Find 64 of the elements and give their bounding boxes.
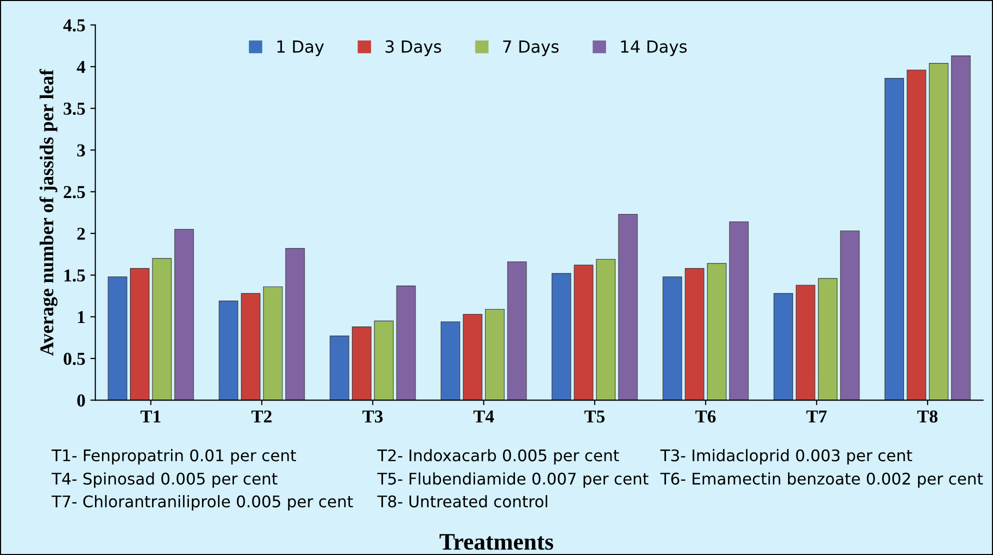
y-tick-label: 0 [77, 394, 85, 407]
bar [707, 263, 726, 400]
x-tick-label: T4 [473, 410, 494, 422]
bar [928, 63, 948, 400]
y-tick-label: 1 [78, 311, 85, 324]
y-tick-label: 3.5 [64, 102, 85, 115]
y-tick-label: 2.5 [64, 186, 85, 198]
x-tick-label: T7 [806, 410, 827, 422]
bar [574, 264, 594, 400]
bar [440, 322, 460, 400]
bar [462, 314, 482, 400]
x-tick-label: T5 [584, 410, 605, 423]
text: T1- Fenpropatrin 0.01 per cent [52, 449, 296, 464]
legend-label: 14 Days [621, 40, 687, 56]
y-tick-label: 3 [77, 144, 85, 156]
x-tick-label: T1 [140, 410, 160, 422]
text: T5- Flubendiamide 0.007 per cent [377, 472, 648, 488]
bar [818, 278, 838, 400]
bar [618, 214, 638, 400]
text: T7- Chlorantraniliprole 0.005 per cent [52, 495, 353, 511]
bar [485, 309, 505, 400]
legend-label: 3 Days [386, 40, 442, 56]
bar [240, 293, 260, 400]
bar [396, 286, 416, 400]
x-tick-label: T3 [362, 410, 383, 423]
bar [152, 258, 172, 400]
y-tick-label: 2 [77, 228, 85, 240]
y-tick-label: 4 [76, 61, 86, 73]
bar [684, 268, 704, 400]
x-tick-label: T2 [252, 410, 272, 422]
bar [130, 268, 150, 400]
bar [906, 70, 926, 400]
bar [662, 276, 682, 400]
y-tick-label: 4.5 [63, 19, 85, 32]
bar [218, 300, 238, 400]
text: T6- Emamectin benzoate 0.002 per cent [660, 472, 983, 488]
legend-label: 7 Days [503, 40, 559, 56]
bar [108, 276, 128, 400]
bar [263, 286, 283, 400]
bar [774, 293, 794, 400]
text: T4- Spinosad 0.005 per cent [52, 472, 278, 488]
bar [951, 56, 971, 400]
legend-label: 1 Day [277, 40, 324, 56]
y-tick-label: 1.5 [64, 269, 85, 282]
text: T3- Imidacloprid 0.003 per cent [660, 449, 912, 464]
bar [552, 273, 572, 400]
text: T8- Untreated control [377, 495, 548, 508]
text: T2- Indoxacarb 0.005 per cent [377, 449, 619, 464]
bar [285, 248, 305, 400]
x-tick-label: T8 [917, 410, 938, 423]
bar [330, 336, 350, 400]
bar [174, 228, 194, 400]
x-tick-label: T6 [695, 410, 716, 423]
bar [729, 221, 749, 400]
bar [884, 78, 904, 400]
bar [352, 326, 372, 400]
x-axis-title: Treatments [440, 534, 554, 550]
bar [840, 230, 860, 400]
y-tick-label: 0.5 [64, 352, 85, 365]
bar [374, 320, 394, 400]
bar [596, 258, 616, 400]
bar [507, 261, 527, 400]
y-axis-title: Average number of jassids per leaf [40, 68, 58, 356]
bar [796, 284, 816, 400]
